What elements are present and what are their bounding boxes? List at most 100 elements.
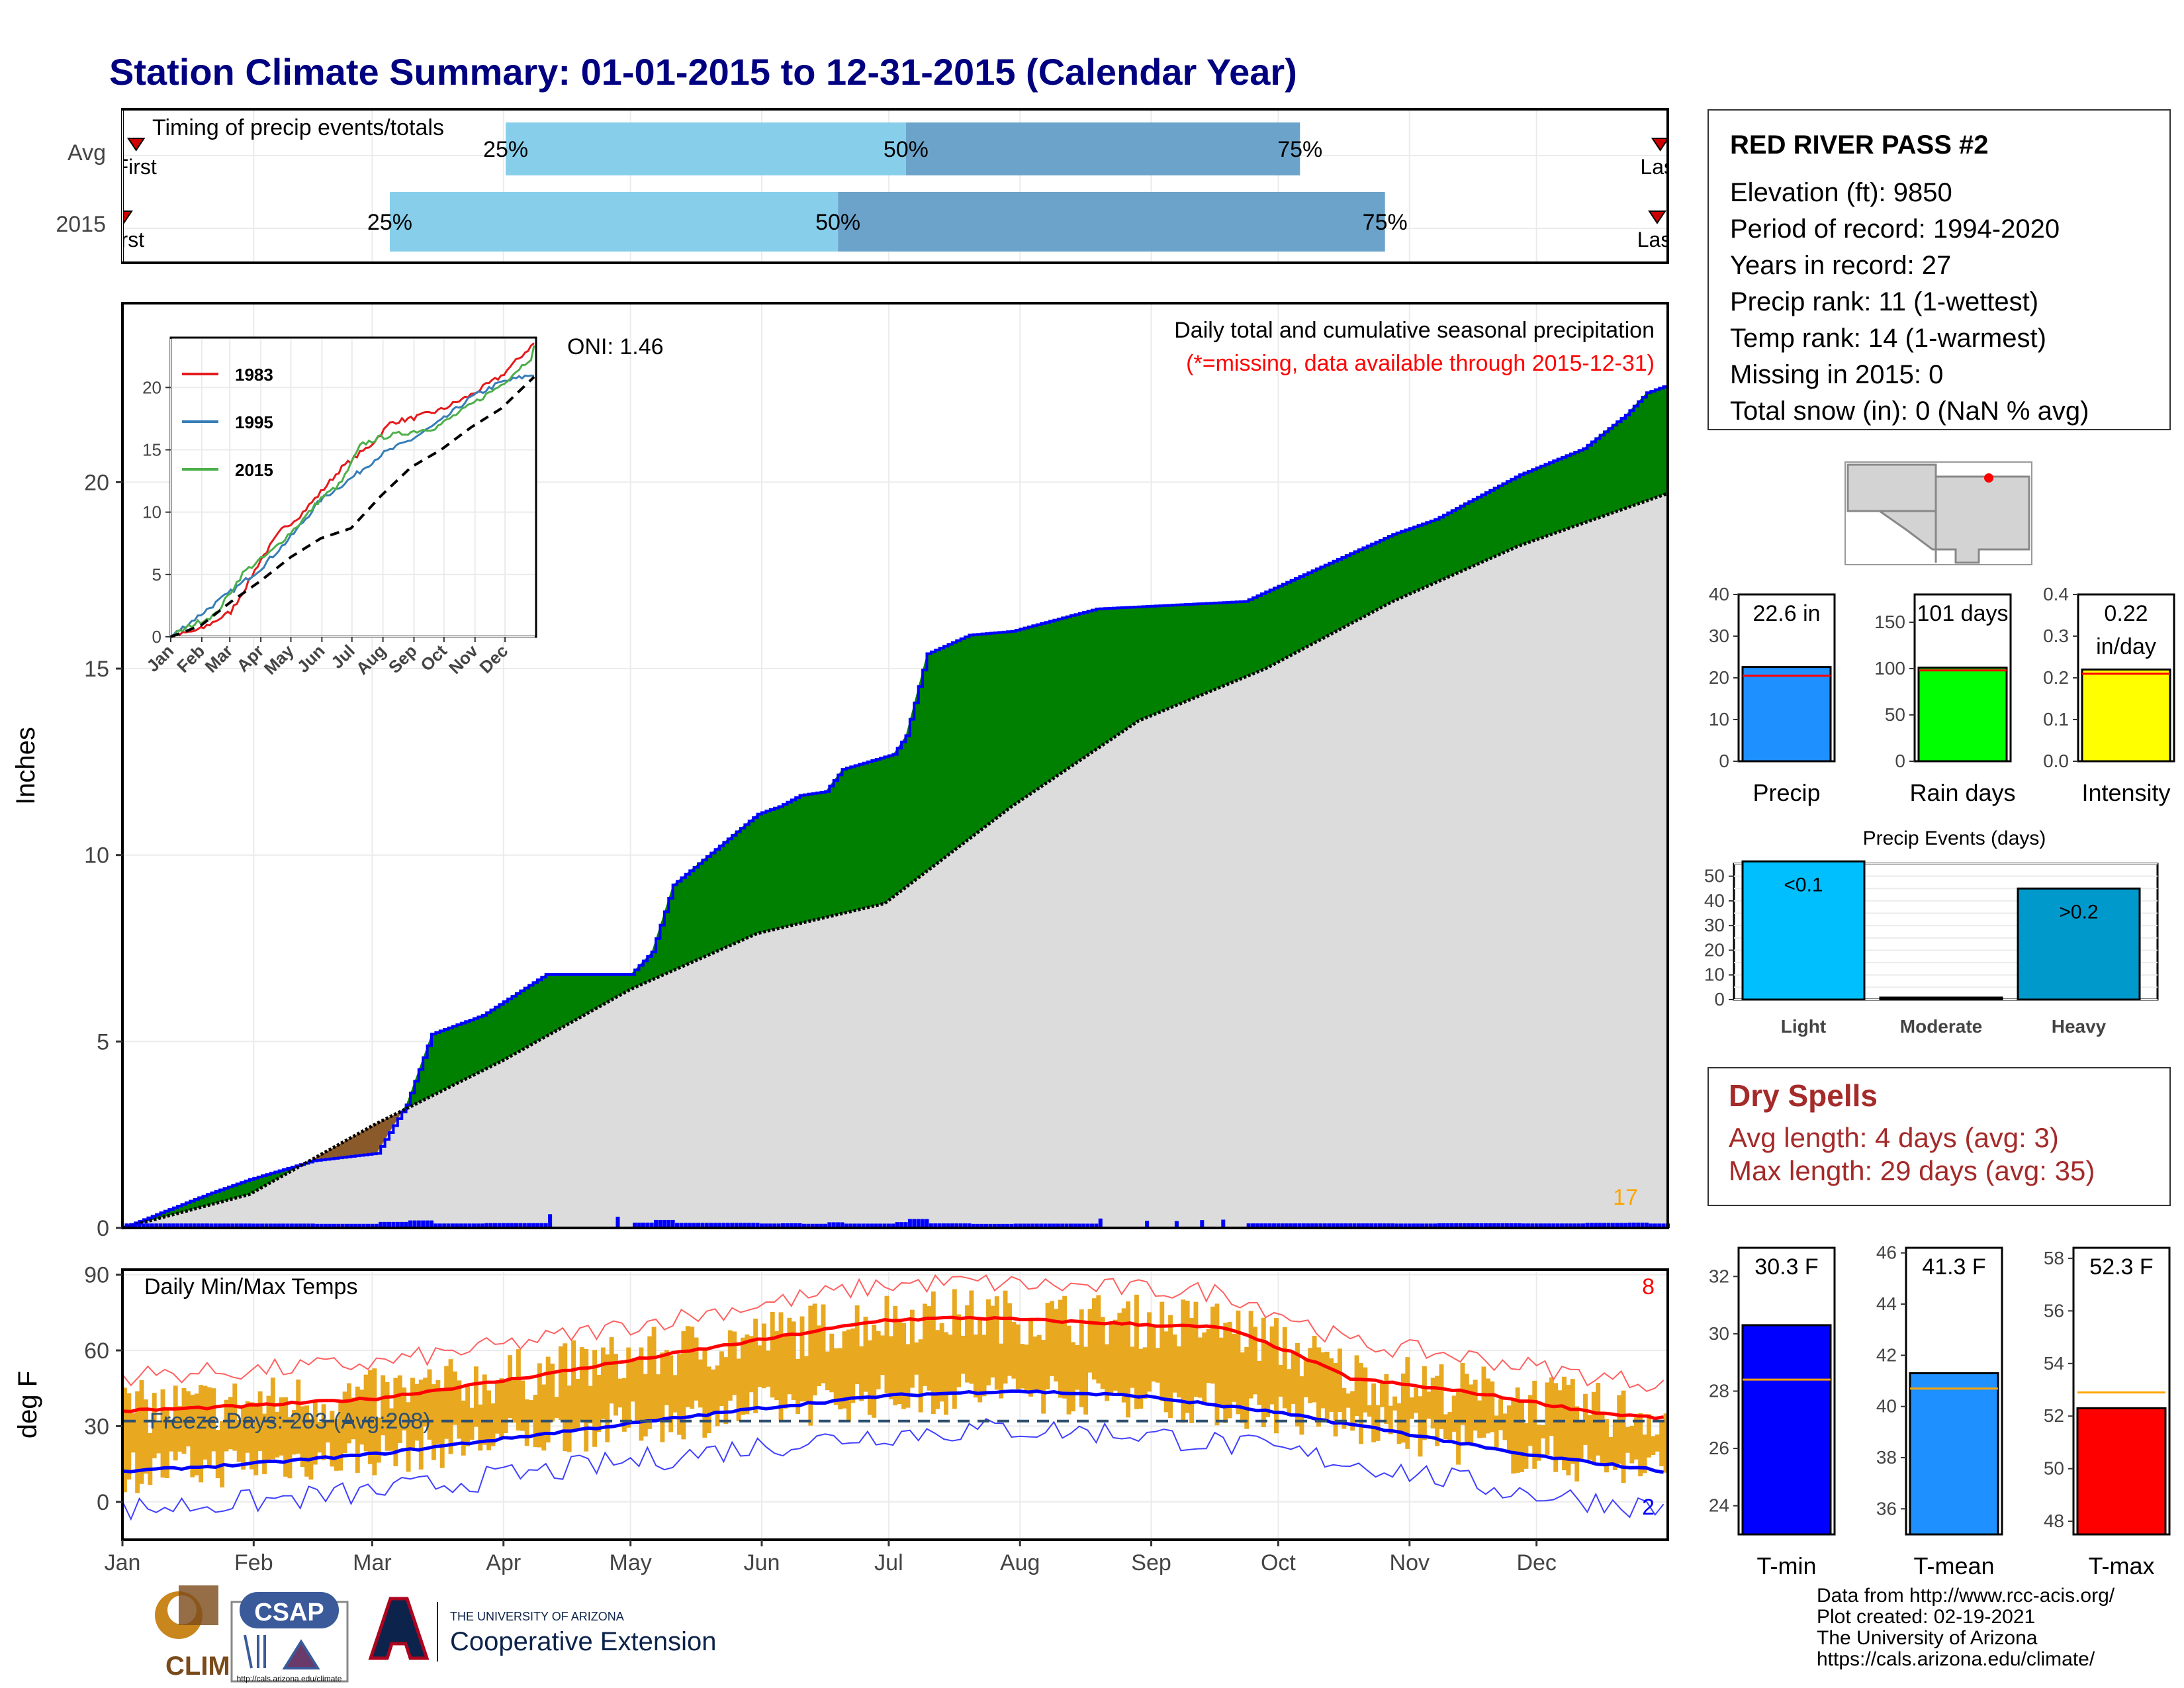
location-map (1844, 461, 2032, 565)
daily-temp-bar (863, 1317, 868, 1392)
daily-precip-bar (162, 1223, 167, 1228)
daily-precip-bar (1488, 1223, 1492, 1228)
daily-precip-bar (1394, 1223, 1399, 1228)
precip-panel-title: Daily total and cumulative seasonal prec… (1174, 318, 1655, 343)
daily-temp-bar (1020, 1344, 1025, 1389)
daily-temp-bar (677, 1354, 682, 1435)
daily-temp-bar (596, 1375, 602, 1432)
daily-precip-bar (391, 1221, 396, 1228)
daily-precip-bar (1089, 1223, 1094, 1228)
daily-temp-bar (1506, 1405, 1512, 1451)
daily-temp-bar (1587, 1415, 1592, 1460)
daily-temp-bar (126, 1393, 132, 1480)
daily-temp-bar (503, 1382, 508, 1434)
precip-y-tick-label: 20 (84, 470, 109, 495)
daily-temp-bar (897, 1320, 902, 1405)
daily-precip-bar (518, 1223, 523, 1228)
daily-temp-bar (994, 1296, 999, 1390)
daily-temp-bar (1278, 1365, 1283, 1397)
last-event-marker (1651, 138, 1666, 152)
mini-chart-title: T-max (2088, 1552, 2154, 1579)
daily-precip-bar (1449, 1223, 1454, 1228)
daily-temp-bar (482, 1374, 487, 1445)
daily-precip-bar (1458, 1223, 1463, 1228)
daily-precip-bar (1551, 1223, 1556, 1228)
mini-chart-tick-label: 40 (1709, 584, 1729, 604)
daily-precip-bar (1377, 1223, 1382, 1228)
last-event-marker (1648, 211, 1666, 224)
daily-temp-bar (1202, 1332, 1207, 1403)
mini-chart-tick-label: 38 (1876, 1447, 1897, 1468)
daily-temp-bar (1647, 1414, 1651, 1458)
daily-temp-bar (719, 1351, 724, 1406)
daily-precip-bar (878, 1223, 883, 1228)
daily-temp-bar (1320, 1352, 1326, 1409)
daily-precip-bar (1428, 1223, 1433, 1228)
daily-temp-bar (520, 1380, 525, 1431)
daily-temp-bar (194, 1393, 199, 1476)
daily-precip-bar (743, 1223, 747, 1228)
daily-precip-bar (476, 1223, 480, 1228)
daily-temp-bar (385, 1382, 390, 1451)
daily-temp-bar (444, 1366, 449, 1439)
daily-temp-bar (1400, 1373, 1406, 1443)
daily-precip-bar (725, 1223, 730, 1228)
daily-precip-bar (379, 1221, 383, 1228)
record-max-line (122, 1274, 1664, 1392)
daily-temp-bar (232, 1383, 238, 1451)
daily-precip-bar (1433, 1223, 1437, 1228)
mini-chart-tick-label: 26 (1709, 1438, 1729, 1458)
daily-temp-bar (1447, 1412, 1453, 1442)
daily-precip-bar (404, 1221, 408, 1228)
daily-temp-bar (558, 1346, 563, 1421)
daily-temp-bar (465, 1386, 471, 1446)
daily-temp-bar (1050, 1301, 1054, 1376)
csap-logo: CSAP http://cals.arizona.edu/climate (230, 1592, 349, 1683)
daily-precip-bar (1022, 1223, 1026, 1228)
daily-temp-bar (876, 1331, 881, 1389)
credit-line: https://cals.arizona.edu/climate/ (1817, 1648, 2095, 1670)
daily-temp-bar (711, 1369, 716, 1414)
daily-temp-bar (694, 1337, 699, 1401)
daily-precip-bar (1610, 1223, 1615, 1228)
daily-temp-bar (1430, 1378, 1435, 1429)
daily-precip-bar (1043, 1223, 1048, 1228)
daily-precip-bar (806, 1223, 811, 1228)
daily-precip-bar (1318, 1223, 1323, 1228)
events-bar (2017, 887, 2141, 1001)
daily-temp-bar (1227, 1321, 1232, 1419)
daily-precip-bar (1594, 1223, 1598, 1228)
daily-temp-bar (1409, 1397, 1414, 1419)
daily-precip-bar (1585, 1223, 1590, 1228)
daily-precip-bar (958, 1223, 963, 1228)
daily-temp-bar (545, 1356, 551, 1443)
daily-precip-bar (1407, 1223, 1412, 1228)
daily-precip-bar (1064, 1223, 1069, 1228)
temp-y-tick-label: 30 (84, 1414, 109, 1439)
daily-temp-bar (1295, 1342, 1300, 1427)
daily-temp-bar (1054, 1309, 1059, 1382)
mini-chart-value-label: 22.6 in (1752, 601, 1820, 626)
timing-label: Timing of precip events/totals (152, 115, 444, 140)
daily-temp-bar (1066, 1325, 1071, 1415)
daily-temp-bar (1244, 1346, 1250, 1429)
daily-temp-bar (1477, 1400, 1482, 1438)
mini-chart-tick-label: 30 (1709, 1323, 1729, 1344)
month-label: Feb (234, 1550, 273, 1575)
daily-precip-bar (1365, 1223, 1369, 1228)
daily-temp-bar (524, 1399, 529, 1446)
daily-precip-bar (488, 1223, 493, 1228)
daily-temp-bar (609, 1337, 614, 1404)
daily-precip-bar (510, 1223, 514, 1228)
daily-temp-bar (884, 1295, 889, 1393)
daily-temp-bar (969, 1290, 974, 1384)
daily-precip-bar (886, 1223, 891, 1228)
daily-precip-bar (302, 1223, 307, 1228)
daily-temp-bar (817, 1325, 822, 1387)
daily-temp-bar (1451, 1395, 1457, 1432)
avg-cumulative-area (122, 493, 1668, 1228)
daily-temp-bar (427, 1369, 432, 1440)
daily-temp-bar (1629, 1425, 1635, 1464)
events-bar-label: <0.1 (1784, 874, 1823, 896)
daily-temp-bar (135, 1391, 140, 1493)
